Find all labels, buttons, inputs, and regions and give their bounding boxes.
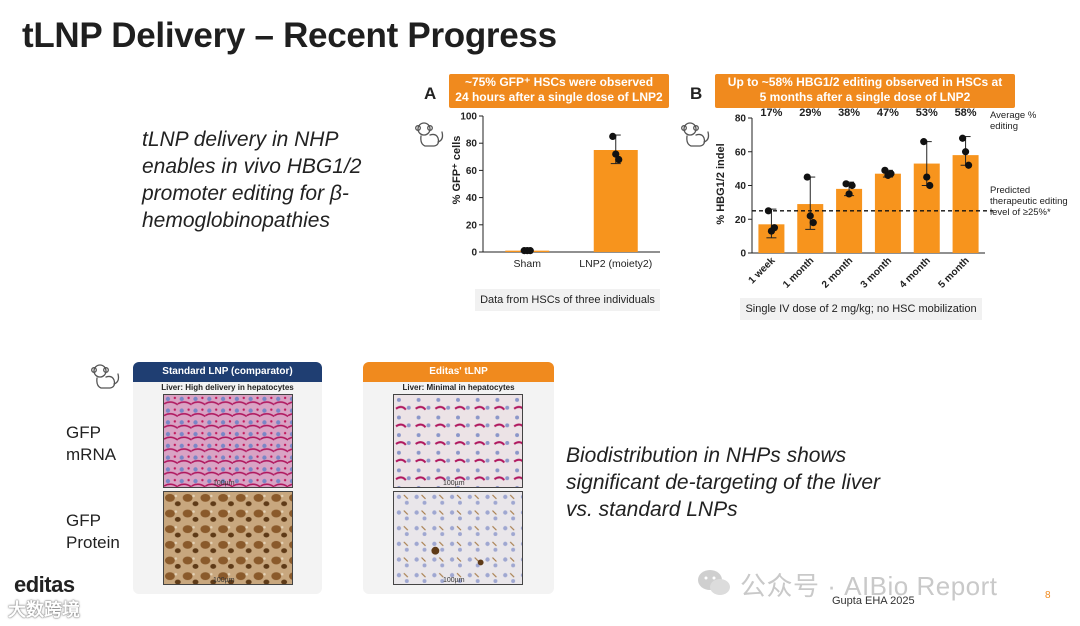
data-point — [809, 219, 817, 227]
scale-bar-label: 100µm — [443, 577, 465, 584]
data-point — [923, 173, 931, 181]
y-tick-label: 20 — [466, 220, 478, 231]
data-point — [958, 134, 967, 142]
bar — [952, 155, 979, 253]
bar — [593, 150, 638, 252]
value-label: 47% — [877, 107, 899, 119]
panel-a-banner: ~75% GFP⁺ HSCs were observed 24 hours af… — [449, 74, 669, 108]
page-title: tLNP Delivery – Recent Progress — [22, 16, 557, 55]
bar — [836, 188, 863, 253]
panel-b-banner: Up to ~58% HBG1/2 editing observed in HS… — [715, 74, 1015, 108]
y-tick-label: 40 — [735, 181, 747, 192]
chart-b-bars — [752, 134, 993, 253]
scale-bar-label: 100µm — [443, 480, 465, 487]
x-tick-label: 3 month — [859, 255, 894, 290]
standard-protein-micrograph — [163, 491, 293, 585]
monkey-icon — [415, 122, 444, 147]
monkey-icon — [681, 122, 710, 147]
data-point — [612, 150, 620, 158]
y-tick-label: 0 — [471, 248, 477, 259]
scale-bar-label: 100µm — [213, 577, 235, 584]
tlnp-summary-text: tLNP delivery in NHP enables in vivo HBG… — [142, 128, 362, 232]
citation: Gupta EHA 2025 — [832, 595, 915, 607]
data-point — [926, 181, 934, 190]
y-tick-label: 0 — [740, 249, 746, 260]
standard-lnp-subtitle: Liver: High delivery in hepatocytes — [161, 383, 294, 392]
value-label: 29% — [799, 107, 821, 119]
y-tick-label: 60 — [735, 147, 747, 158]
data-point — [920, 138, 928, 146]
wechat-icon — [698, 570, 730, 595]
data-point — [526, 247, 534, 255]
value-label: 17% — [760, 107, 782, 119]
panel-a-letter: A — [424, 84, 437, 103]
data-point — [609, 132, 617, 140]
data-point — [615, 155, 623, 164]
avg-editing-note: Average % editing — [990, 110, 1037, 132]
chart-a-ylabel: % GFP⁺ cells — [451, 136, 463, 205]
editas-mrna-micrograph — [393, 394, 523, 488]
x-tick-label: 4 month — [898, 255, 933, 290]
x-tick-label: 2 month — [820, 255, 855, 290]
chart-hbg-editing: % HBG1/2 indel 0 20 40 60 80 1 week 17% 1 month… — [715, 107, 993, 291]
chart-a-bars — [505, 132, 638, 255]
x-tick-label: LNP2 (moiety2) — [579, 258, 652, 270]
data-point — [964, 161, 973, 169]
watermark-left: 大数跨境 — [8, 600, 80, 620]
page-number: 8 — [1045, 590, 1051, 601]
data-point — [770, 224, 779, 232]
editas-tlnp-card: Editas' tLNP Liver: Minimal in hepatocyt… — [363, 362, 554, 594]
y-tick-label: 20 — [735, 215, 747, 226]
panel-a-banner-line1: ~75% GFP⁺ HSCs were observed — [464, 75, 654, 89]
chart-a-axes: 0 20 40 60 80 100 Sham LNP2 (moiety2) — [460, 112, 660, 270]
x-tick-label: 5 month — [936, 255, 971, 290]
bar — [874, 173, 901, 253]
standard-mrna-micrograph — [163, 394, 293, 488]
standard-lnp-card: Standard LNP (comparator) Liver: High de… — [133, 362, 322, 594]
x-tick-label: 1 month — [781, 255, 816, 290]
scale-bar-label: 100µm — [213, 480, 235, 487]
data-point — [842, 180, 850, 188]
panel-b-note: Single IV dose of 2 mg/kg; no HSC mobili… — [740, 298, 982, 320]
standard-lnp-title: Standard LNP (comparator) — [133, 362, 322, 382]
y-tick-label: 100 — [460, 112, 477, 123]
value-label: 53% — [916, 107, 938, 119]
x-tick-label: 1 week — [747, 255, 778, 286]
y-tick-label: 80 — [466, 139, 478, 150]
y-tick-label: 60 — [466, 166, 478, 177]
panel-a-note: Data from HSCs of three individuals — [475, 289, 660, 311]
panel-b-banner-line1: Up to ~58% HBG1/2 editing observed in HS… — [727, 75, 1003, 89]
watermark-right: 公众号 · AIBio Report — [740, 571, 998, 601]
panel-b-letter: B — [690, 84, 703, 103]
chart-b-ylabel: % HBG1/2 indel — [715, 143, 727, 224]
editas-tlnp-subtitle: Liver: Minimal in hepatocytes — [402, 383, 515, 392]
panel-a-banner-line2: 24 hours after a single dose of LNP2 — [455, 90, 663, 104]
editas-logo: editas — [14, 572, 75, 597]
data-point — [845, 190, 853, 198]
data-point — [803, 173, 811, 181]
monkey-icon — [91, 364, 120, 389]
data-point — [887, 170, 895, 178]
y-tick-label: 80 — [735, 114, 747, 125]
data-point — [848, 181, 856, 190]
panel-b-banner-line2: 5 months after a single dose of LNP2 — [759, 90, 971, 104]
editas-protein-micrograph — [393, 491, 523, 585]
editas-tlnp-title: Editas' tLNP — [363, 362, 554, 382]
data-point — [961, 148, 970, 156]
chart-gfp: % GFP⁺ cells 0 20 40 60 80 100 Sham LNP2 (moiet… — [451, 112, 660, 270]
data-point — [806, 212, 814, 220]
y-tick-label: 40 — [466, 193, 478, 204]
row-label-gfp-protein: GFP Protein — [66, 511, 120, 552]
value-label: 38% — [838, 107, 860, 119]
value-label: 58% — [955, 107, 977, 119]
predicted-level-note: Predicted therapeutic editing level of ≥… — [990, 185, 1068, 218]
biodistribution-summary-text: Biodistribution in NHPs shows significan… — [566, 444, 881, 521]
row-label-gfp-mrna: GFP mRNA — [66, 423, 117, 464]
x-tick-label: Sham — [514, 258, 542, 270]
